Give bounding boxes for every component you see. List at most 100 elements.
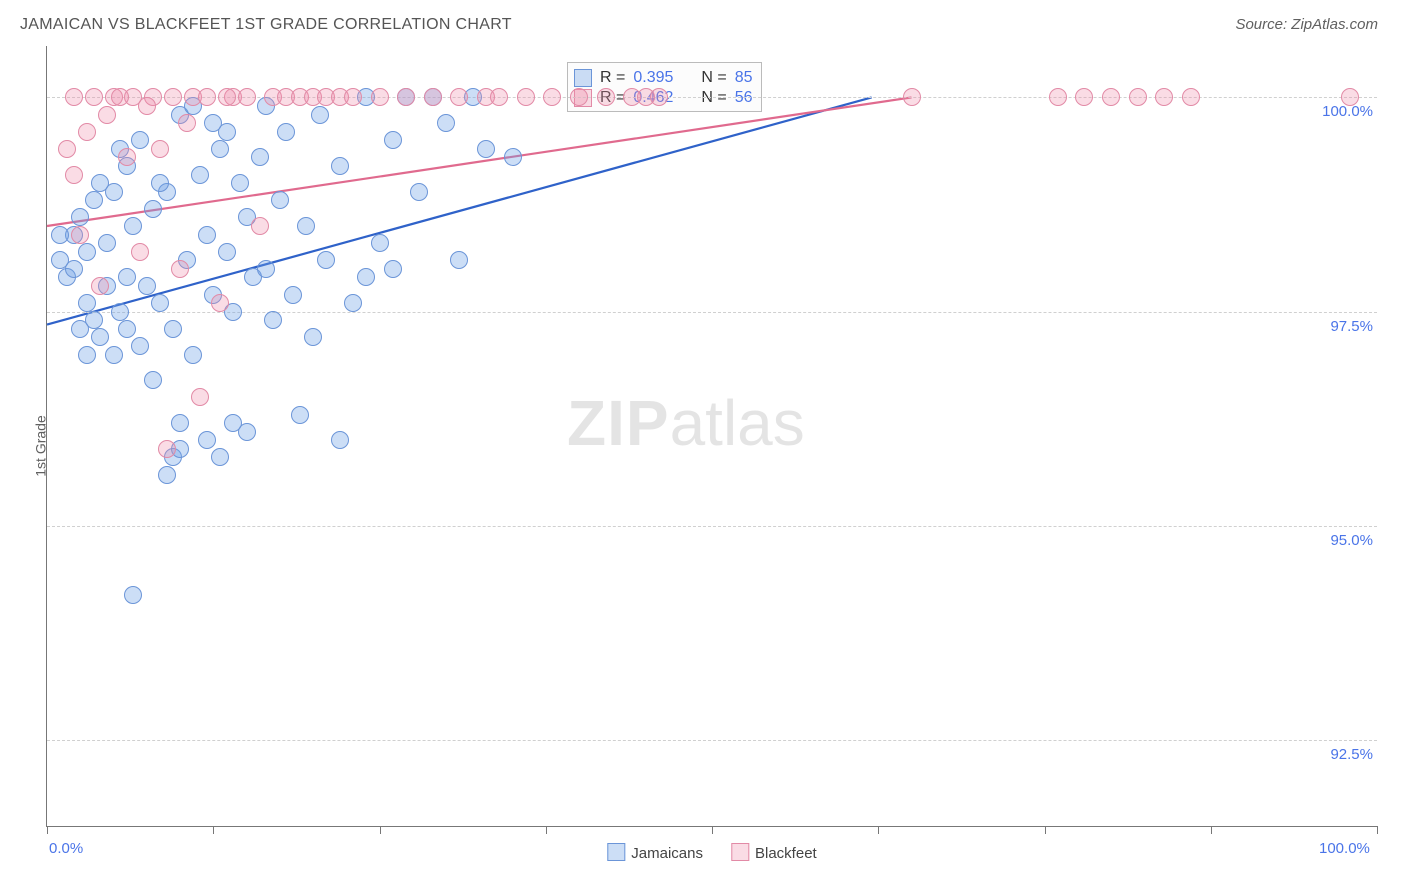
x-tick (380, 826, 381, 834)
data-point (231, 174, 249, 192)
data-point (277, 123, 295, 141)
legend-item: Blackfeet (731, 843, 817, 862)
data-point (344, 88, 362, 106)
data-point (1129, 88, 1147, 106)
legend: Jamaicans Blackfeet (607, 843, 816, 862)
data-point (397, 88, 415, 106)
data-point (151, 294, 169, 312)
data-point (158, 440, 176, 458)
data-point (238, 88, 256, 106)
data-point (71, 320, 89, 338)
data-point (224, 414, 242, 432)
x-tick (1377, 826, 1378, 834)
data-point (371, 88, 389, 106)
data-point (171, 414, 189, 432)
data-point (284, 286, 302, 304)
y-tick-label: 97.5% (1313, 318, 1373, 335)
data-point (357, 268, 375, 286)
data-point (477, 140, 495, 158)
data-point (297, 217, 315, 235)
data-point (271, 191, 289, 209)
legend-item: Jamaicans (607, 843, 703, 862)
data-point (111, 88, 129, 106)
data-point (71, 226, 89, 244)
data-point (65, 166, 83, 184)
data-point (78, 243, 96, 261)
data-point (131, 243, 149, 261)
data-point (218, 243, 236, 261)
data-point (317, 251, 335, 269)
data-point (198, 88, 216, 106)
data-point (450, 251, 468, 269)
data-point (111, 303, 129, 321)
legend-swatch (731, 843, 749, 861)
data-point (151, 140, 169, 158)
data-point (1155, 88, 1173, 106)
data-point (131, 337, 149, 355)
data-point (504, 148, 522, 166)
data-point (78, 346, 96, 364)
data-point (517, 88, 535, 106)
data-point (51, 226, 69, 244)
data-point (1102, 88, 1120, 106)
data-point (85, 191, 103, 209)
data-point (1341, 88, 1359, 106)
data-point (158, 466, 176, 484)
data-point (118, 268, 136, 286)
data-point (151, 174, 169, 192)
trend-line (47, 97, 872, 324)
data-point (105, 346, 123, 364)
data-point (570, 88, 588, 106)
data-point (144, 200, 162, 218)
data-point (184, 346, 202, 364)
data-point (543, 88, 561, 106)
stats-n-label: N = (701, 69, 726, 87)
data-point (105, 183, 123, 201)
data-point (384, 260, 402, 278)
legend-swatch (607, 843, 625, 861)
data-point (98, 234, 116, 252)
y-tick-label: 92.5% (1313, 746, 1373, 763)
data-point (211, 140, 229, 158)
data-point (144, 371, 162, 389)
data-point (91, 328, 109, 346)
x-tick (1045, 826, 1046, 834)
data-point (344, 294, 362, 312)
data-point (650, 88, 668, 106)
data-point (164, 88, 182, 106)
data-point (384, 131, 402, 149)
data-point (191, 166, 209, 184)
data-point (65, 88, 83, 106)
x-tick (1211, 826, 1212, 834)
data-point (903, 88, 921, 106)
x-tick (213, 826, 214, 834)
gridline-h (47, 740, 1377, 741)
data-point (331, 431, 349, 449)
data-point (410, 183, 428, 201)
data-point (331, 157, 349, 175)
data-point (58, 140, 76, 158)
data-point (450, 88, 468, 106)
x-tick-label: 100.0% (1319, 840, 1370, 857)
data-point (178, 114, 196, 132)
stats-r-value: 0.395 (633, 69, 673, 87)
data-point (490, 88, 508, 106)
data-point (304, 328, 322, 346)
data-point (257, 260, 275, 278)
source-attribution: Source: ZipAtlas.com (1235, 16, 1378, 33)
data-point (264, 311, 282, 329)
stats-r-label: R = (600, 69, 625, 87)
chart-container: JAMAICAN VS BLACKFEET 1ST GRADE CORRELAT… (0, 0, 1406, 892)
legend-label: Jamaicans (631, 845, 703, 862)
x-tick (546, 826, 547, 834)
data-point (311, 106, 329, 124)
data-point (118, 148, 136, 166)
data-point (191, 388, 209, 406)
x-tick (712, 826, 713, 834)
data-point (1182, 88, 1200, 106)
y-tick-label: 95.0% (1313, 532, 1373, 549)
plot-area: ZIPatlas JamaicansBlackfeet R =0.395N =8… (46, 46, 1377, 827)
data-point (597, 88, 615, 106)
data-point (1049, 88, 1067, 106)
data-point (91, 277, 109, 295)
